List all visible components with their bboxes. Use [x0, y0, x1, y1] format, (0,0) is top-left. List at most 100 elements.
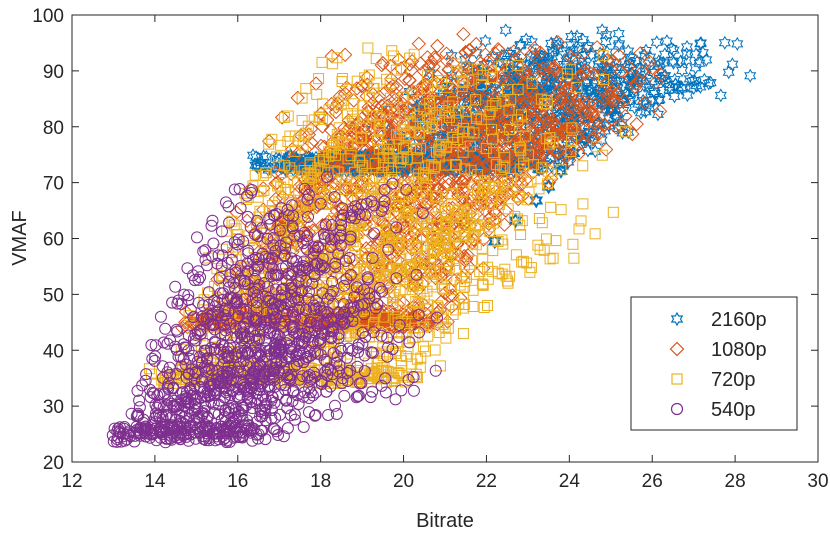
data-point-720p — [535, 93, 547, 105]
data-point-720p — [406, 284, 418, 296]
data-point-720p — [361, 266, 373, 278]
data-point-1080p — [499, 132, 514, 147]
data-point-720p — [300, 127, 312, 139]
data-point-1080p — [498, 203, 513, 218]
data-point-1080p — [632, 73, 647, 89]
data-point-720p — [394, 237, 405, 249]
data-point-720p — [286, 165, 298, 177]
data-point-1080p — [313, 138, 329, 154]
data-point-720p — [407, 307, 419, 319]
data-point-1080p — [599, 102, 615, 117]
data-point-1080p — [597, 118, 612, 133]
data-point-1080p — [480, 54, 495, 70]
data-point-1080p — [589, 113, 605, 128]
data-point-720p — [343, 317, 355, 329]
data-point-540p — [379, 372, 392, 385]
data-point-1080p — [441, 89, 456, 105]
data-point-720p — [498, 95, 510, 107]
data-point-2160p — [676, 63, 689, 78]
data-point-1080p — [448, 84, 463, 100]
data-point-720p — [354, 154, 366, 166]
data-point-720p — [422, 299, 434, 311]
data-point-720p — [492, 267, 504, 279]
data-point-720p — [363, 91, 375, 103]
data-point-720p — [486, 123, 497, 135]
data-point-720p — [538, 244, 550, 256]
data-point-720p — [429, 109, 441, 121]
data-point-1080p — [592, 98, 608, 114]
data-point-720p — [394, 200, 406, 212]
data-point-720p — [283, 186, 295, 198]
data-point-720p — [427, 233, 438, 244]
data-point-720p — [420, 169, 432, 181]
data-point-720p — [373, 125, 385, 137]
data-point-720p — [536, 217, 548, 229]
data-point-1080p — [423, 153, 438, 168]
data-point-720p — [433, 327, 445, 338]
data-point-720p — [392, 153, 404, 165]
data-point-540p — [350, 281, 363, 294]
data-point-720p — [333, 122, 345, 134]
data-point-720p — [278, 112, 290, 123]
data-point-720p — [440, 242, 452, 254]
data-point-1080p — [593, 67, 608, 83]
data-point-720p — [512, 59, 524, 71]
data-point-1080p — [359, 70, 375, 85]
data-point-720p — [370, 246, 381, 258]
data-point-720p — [402, 343, 414, 355]
data-point-2160p — [599, 34, 612, 49]
data-point-720p — [496, 60, 508, 72]
data-point-540p — [322, 229, 335, 242]
data-point-1080p — [496, 66, 512, 82]
data-point-540p — [271, 328, 284, 341]
data-point-720p — [369, 157, 381, 169]
data-point-2160p — [632, 96, 645, 111]
data-point-720p — [423, 97, 435, 109]
data-point-1080p — [562, 81, 577, 96]
data-point-720p — [476, 242, 488, 254]
data-point-1080p — [554, 127, 570, 142]
data-point-1080p — [532, 117, 547, 132]
data-point-720p — [377, 332, 389, 344]
data-point-720p — [356, 100, 368, 112]
data-point-720p — [184, 366, 196, 378]
data-point-1080p — [433, 294, 449, 309]
data-point-720p — [502, 203, 514, 215]
data-point-720p — [440, 140, 452, 152]
data-point-540p — [187, 311, 200, 324]
data-point-720p — [427, 278, 439, 290]
data-point-720p — [458, 206, 470, 218]
data-point-720p — [331, 52, 343, 64]
data-point-1080p — [653, 67, 669, 82]
data-point-720p — [360, 167, 372, 179]
data-point-1080p — [586, 115, 601, 131]
data-point-720p — [458, 61, 470, 73]
data-point-720p — [328, 165, 340, 177]
data-point-540p — [338, 279, 351, 292]
data-point-720p — [565, 146, 577, 157]
data-point-2160p — [731, 36, 744, 51]
data-point-2160p — [590, 83, 603, 98]
data-point-720p — [478, 302, 490, 313]
data-point-720p — [502, 277, 514, 289]
data-point-720p — [404, 190, 415, 202]
data-point-720p — [414, 128, 425, 140]
data-point-1080p — [464, 154, 479, 169]
data-point-2160p — [246, 148, 260, 163]
data-point-1080p — [352, 115, 367, 130]
data-point-1080p — [535, 61, 551, 76]
data-point-1080p — [517, 63, 533, 79]
data-point-720p — [457, 126, 468, 138]
data-point-1080p — [469, 155, 484, 170]
data-point-720p — [408, 322, 420, 334]
data-point-1080p — [557, 84, 573, 99]
data-point-720p — [254, 298, 266, 310]
data-point-720p — [400, 141, 412, 153]
data-point-1080p — [538, 140, 553, 156]
data-point-540p — [334, 239, 347, 252]
data-point-1080p — [637, 95, 653, 110]
data-point-720p — [465, 164, 477, 176]
data-point-1080p — [574, 135, 590, 150]
data-point-720p — [568, 252, 580, 264]
data-point-720p — [366, 110, 378, 122]
